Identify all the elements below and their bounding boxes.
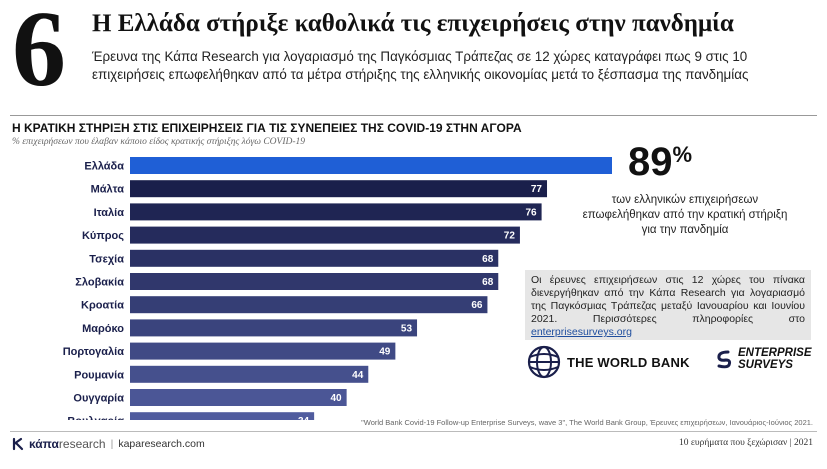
enterprisesurveys-link[interactable]: enterprisesurveys.org <box>531 326 632 338</box>
category-label: Κροατία <box>81 300 124 312</box>
info-text: Οι έρευνες επιχειρήσεων στις 12 χώρες το… <box>531 274 805 325</box>
section-number: 6 <box>12 0 66 109</box>
category-label: Ρουμανία <box>74 369 124 381</box>
category-label: Ελλάδα <box>84 161 124 173</box>
callout-unit: % <box>672 142 693 167</box>
category-label: Μαρόκο <box>82 323 124 335</box>
footer-series-label: 10 ευρήματα που ξεχώρισαν | 2021 <box>679 438 813 448</box>
value-label: 49 <box>379 347 391 358</box>
callout-text: των ελληνικών επιχειρήσεων επωφελήθηκαν … <box>582 194 788 236</box>
category-label: Βουλγαρία <box>67 416 124 420</box>
value-label: 40 <box>331 393 343 404</box>
chart-title: Η ΚΡΑΤΙΚΗ ΣΤΗΡΙΞΗ ΣΤΙΣ ΕΠΙΧΕΙΡΗΣΕΙΣ ΓΙΑ … <box>12 121 522 135</box>
bar-4 <box>130 226 520 244</box>
source-note: "World Bank Covid-19 Follow-up Enterpris… <box>361 418 813 427</box>
brand-name-suffix: research <box>58 437 106 451</box>
footer-separator: | <box>110 438 114 450</box>
footer-brand: κάπα research | kaparesearch.com <box>12 437 205 451</box>
enterprise-surveys-icon <box>717 350 732 369</box>
category-label: Κύπρος <box>82 230 124 242</box>
value-label: 44 <box>352 370 364 381</box>
header-divider <box>10 115 817 116</box>
bar-6 <box>130 273 499 290</box>
brand-name: κάπα <box>29 437 59 451</box>
enterprise-label: ENTERPRISE <box>738 347 812 359</box>
value-label: 34 <box>298 416 310 420</box>
bar-11 <box>130 389 347 406</box>
category-label: Σλοβακία <box>75 277 124 289</box>
page-subtitle: Έρευνα της Κάπα Research για λογαριασμό … <box>92 49 749 82</box>
value-label: 77 <box>531 184 543 195</box>
category-label: Ουγγαρία <box>73 393 124 405</box>
callout-value: 89% <box>628 142 692 182</box>
category-label: Πορτογαλία <box>63 346 125 358</box>
category-label: Ιταλία <box>94 207 125 219</box>
bar-1 <box>130 157 612 174</box>
bar-10 <box>130 365 369 383</box>
page-title: Η Ελλάδα στήριξε καθολικά τις επιχειρήσε… <box>92 10 734 37</box>
bar-chart: Ελλάδα Μάλτα 77 Ιταλία 76 Κύπρος 72 Τσεχία 68 Σλο… <box>63 157 612 420</box>
value-label: 66 <box>471 300 483 311</box>
brand-mark-icon <box>12 437 24 451</box>
chart-subtitle: % επιχειρήσεων που έλαβαν κάποιο είδος κ… <box>12 137 306 147</box>
bar-7 <box>130 296 488 314</box>
info-box: Οι έρευνες επιχειρήσεων στις 12 χώρες το… <box>525 270 811 340</box>
bar-9 <box>130 342 396 360</box>
category-label: Μάλτα <box>91 184 125 196</box>
bar-8 <box>130 319 418 337</box>
world-bank-logo: THE WORLD BANK <box>527 345 690 379</box>
footer-divider <box>10 431 817 432</box>
value-label: 72 <box>504 231 516 242</box>
footer-site[interactable]: kaparesearch.com <box>118 438 205 450</box>
value-label: 68 <box>482 254 494 265</box>
value-label: 76 <box>525 207 537 218</box>
category-label: Τσεχία <box>89 253 124 265</box>
value-label: 68 <box>482 277 494 288</box>
value-label: 53 <box>401 323 413 334</box>
globe-icon <box>527 345 561 379</box>
surveys-label: SURVEYS <box>738 359 793 371</box>
world-bank-label: THE WORLD BANK <box>567 354 690 370</box>
bar-5 <box>130 249 499 267</box>
enterprise-surveys-logo: ENTERPRISE SURVEYS <box>714 347 812 371</box>
bar-3 <box>130 203 542 221</box>
bar-2 <box>130 180 548 198</box>
callout-number: 89 <box>628 140 673 184</box>
bar-12 <box>130 412 315 420</box>
